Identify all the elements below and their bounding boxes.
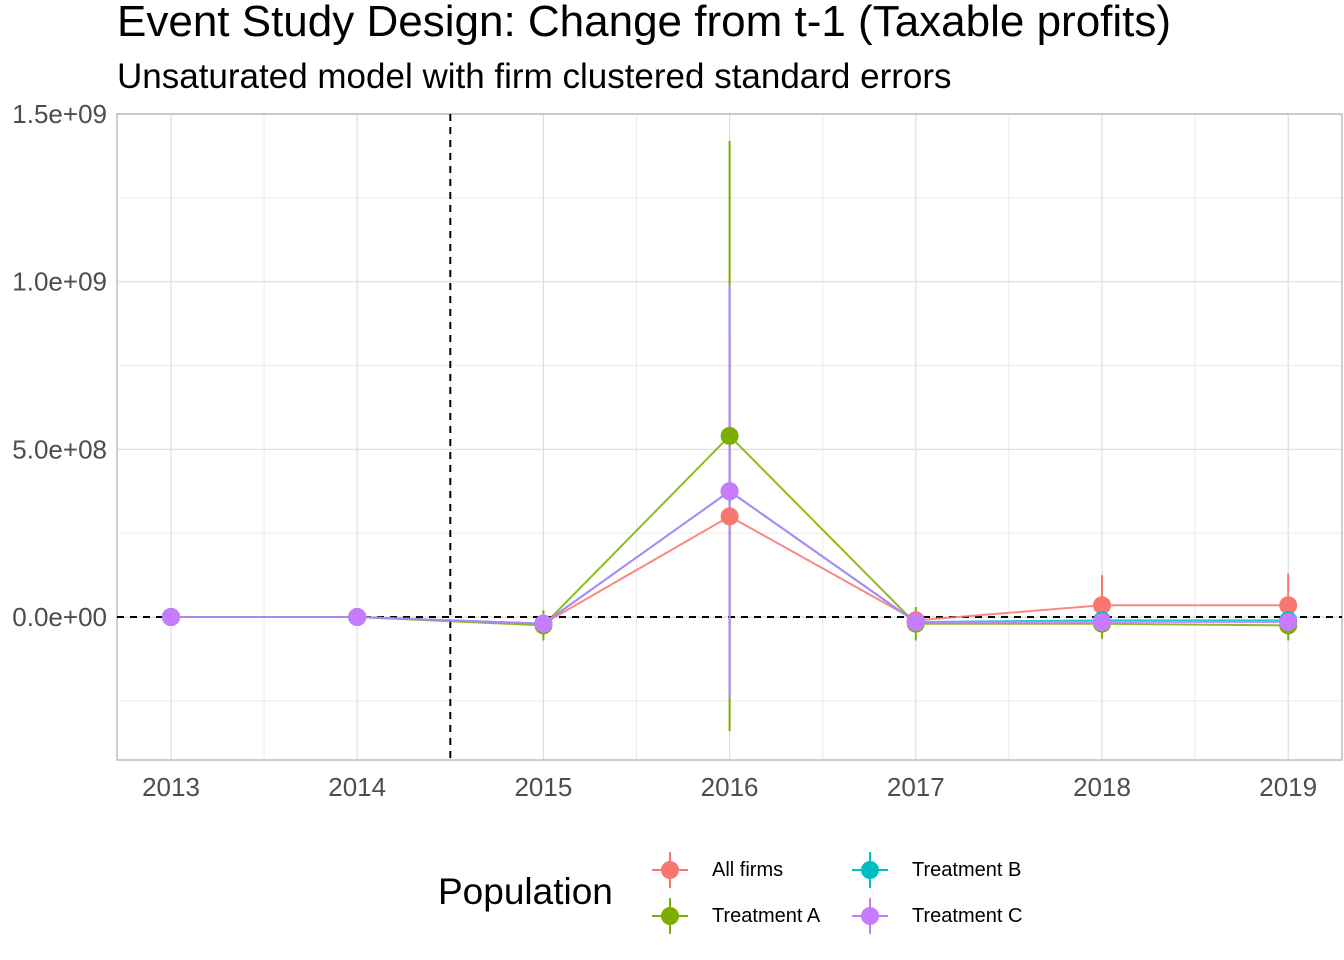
legend: Population All firms Treatment A Treatment… [438,845,1058,945]
legend-item-treatment-c: Treatment C [848,896,1022,936]
data-point-treatment-c [162,608,180,626]
legend-key-treatment-a [652,898,688,934]
legend-label: All firms [712,858,784,881]
legend-key-treatment-c [852,898,888,934]
x-tick-label: 2019 [1259,772,1317,802]
legend-key-all-firms [652,852,688,888]
legend-label: Treatment C [912,904,1023,927]
data-point-treatment-c [720,482,739,501]
data-point-treatment-c [534,614,553,633]
data-point-treatment-c [1093,613,1111,632]
x-tick-label: 2014 [328,772,386,802]
y-tick-label: 5.0e+08 [12,434,107,464]
data-point-treatment-a [720,426,739,445]
data-point-treatment-c [348,608,367,626]
x-tick-label: 2015 [514,772,572,802]
data-point-all-firms [1279,596,1298,615]
x-tick-label: 2013 [142,772,200,802]
legend-label: Treatment A [712,904,821,927]
legend-item-treatment-b: Treatment B [848,850,1021,890]
legend-key-treatment-b [852,852,888,888]
chart-subtitle: Unsaturated model with firm clustered st… [117,57,952,96]
y-tick-label: 0.0e+00 [12,602,107,632]
data-point-treatment-c [906,613,925,632]
y-tick-label: 1.5e+09 [12,99,107,129]
legend-item-treatment-a: Treatment A [648,896,820,936]
legend-label: Treatment B [912,858,1022,881]
legend-title: Population [438,871,613,912]
x-tick-label: 2016 [701,772,759,802]
chart-title: Event Study Design: Change from t-1 (Tax… [117,0,1172,46]
panel-border [116,113,1343,761]
x-tick-label: 2017 [887,772,945,802]
data-point-all-firms [1093,596,1111,615]
data-point-all-firms [720,507,739,526]
data-point-treatment-c [1279,613,1298,632]
legend-item-all-firms: All firms [648,850,783,890]
x-tick-label: 2018 [1073,772,1131,802]
y-tick-label: 1.0e+09 [12,267,107,297]
